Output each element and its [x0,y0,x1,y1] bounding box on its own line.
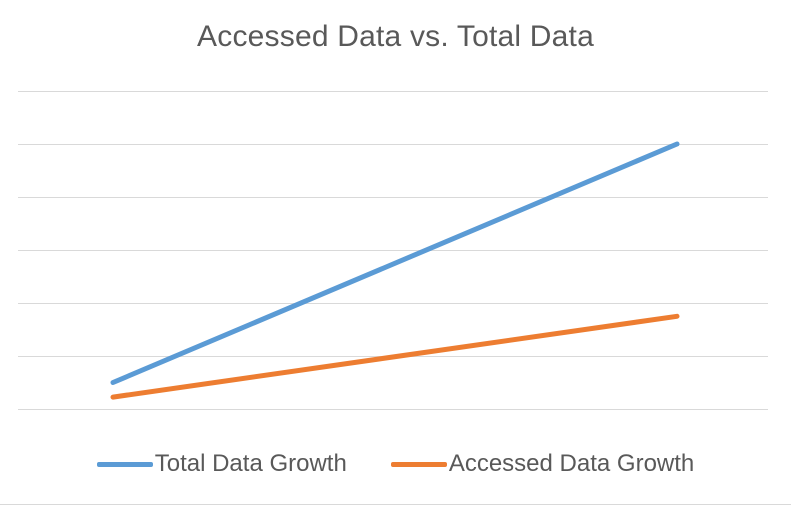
series-lines [110,141,680,400]
series-line-total-data-growth [110,141,680,385]
legend-swatch-total-data-growth [96,461,153,467]
legend-label-accessed-data-growth: Accessed Data Growth [448,450,695,477]
bottom-divider [0,504,791,505]
gridlines [18,91,768,410]
legend-item-total-data-growth: Total Data Growth [96,450,347,478]
legend-label-total-data-growth: Total Data Growth [154,450,347,477]
chart-title: Accessed Data vs. Total Data [197,20,594,53]
series-line-accessed-data-growth [110,313,680,400]
legend-swatch-accessed-data-growth [390,461,447,467]
legend-item-accessed-data-growth: Accessed Data Growth [390,450,695,478]
legend: Total Data Growth Accessed Data Growth [0,448,791,480]
